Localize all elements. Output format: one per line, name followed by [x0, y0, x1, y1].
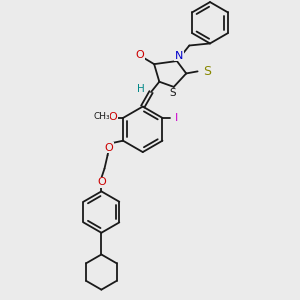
Text: H: H	[137, 84, 145, 94]
Text: I: I	[175, 113, 178, 123]
Text: S: S	[203, 65, 211, 78]
Text: O: O	[97, 177, 106, 187]
Text: O: O	[104, 143, 113, 153]
Text: S: S	[169, 88, 176, 98]
Text: O: O	[108, 112, 117, 122]
Text: CH₃: CH₃	[93, 112, 110, 122]
Text: O: O	[135, 50, 144, 60]
Text: N: N	[175, 51, 183, 61]
